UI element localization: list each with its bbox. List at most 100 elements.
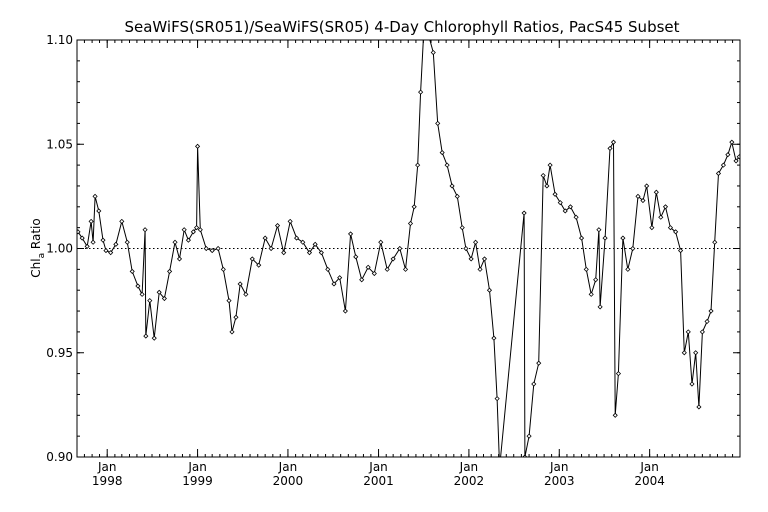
data-point xyxy=(689,381,695,387)
data-point xyxy=(325,266,331,272)
data-point xyxy=(233,314,239,320)
y-axis-label: Chla Ratio xyxy=(29,218,47,277)
x-tick-month: Jan xyxy=(187,460,207,474)
data-point xyxy=(459,225,465,231)
data-point xyxy=(625,266,631,272)
data-point xyxy=(281,250,287,256)
data-point xyxy=(696,404,702,410)
x-tick-month: Jan xyxy=(459,460,479,474)
data-point xyxy=(384,266,390,272)
data-point xyxy=(161,295,167,302)
x-tick-month: Jan xyxy=(549,460,569,474)
data-point xyxy=(552,191,558,197)
data-point xyxy=(473,239,479,245)
data-point xyxy=(567,204,573,210)
data-point xyxy=(685,329,691,335)
data-point xyxy=(237,281,243,287)
data-point xyxy=(681,350,687,356)
data-point xyxy=(498,465,502,469)
x-tick-year: 2002 xyxy=(454,474,485,488)
x-tick-year: 1999 xyxy=(182,474,213,488)
data-point xyxy=(430,49,436,56)
data-point xyxy=(108,250,114,256)
x-tick-month: Jan xyxy=(97,460,117,474)
data-point xyxy=(607,145,613,151)
data-point xyxy=(312,241,318,247)
data-point xyxy=(736,154,740,160)
data-point xyxy=(540,172,546,179)
data-point xyxy=(151,335,157,341)
data-point xyxy=(176,256,183,262)
data-point xyxy=(693,350,699,356)
data-point xyxy=(640,197,646,204)
data-point xyxy=(526,433,532,439)
y-tick-label: 0.90 xyxy=(46,450,73,464)
data-point xyxy=(481,256,488,262)
data-point xyxy=(435,120,441,126)
data-point xyxy=(318,250,324,256)
data-point xyxy=(229,329,235,335)
data-point xyxy=(100,237,106,243)
data-point xyxy=(428,40,430,41)
data-point xyxy=(593,277,599,283)
x-tick-year: 2001 xyxy=(363,474,394,488)
data-point xyxy=(268,245,274,252)
data-point xyxy=(306,250,313,256)
data-point xyxy=(220,266,226,272)
data-point xyxy=(662,204,669,210)
data-point xyxy=(729,139,735,145)
data-point xyxy=(274,222,281,229)
data-point xyxy=(262,235,268,241)
data-point xyxy=(226,298,232,304)
data-point xyxy=(596,227,602,233)
data-point xyxy=(630,245,636,252)
data-point xyxy=(588,291,594,297)
data-point xyxy=(77,229,81,235)
data-point xyxy=(583,266,589,272)
x-tick-year: 2000 xyxy=(273,474,304,488)
y-tick-label: 1.10 xyxy=(46,33,73,47)
data-point xyxy=(597,304,603,310)
data-point xyxy=(699,329,705,335)
data-point xyxy=(294,235,300,241)
data-point xyxy=(300,239,306,245)
data-point xyxy=(439,150,445,156)
data-point xyxy=(197,227,203,233)
data-point xyxy=(103,248,109,254)
data-point xyxy=(96,208,102,214)
data-point xyxy=(468,256,474,262)
data-point xyxy=(337,275,343,281)
series-group xyxy=(77,40,740,469)
data-point xyxy=(521,210,527,216)
data-point xyxy=(194,225,200,231)
data-point xyxy=(167,268,173,275)
data-point xyxy=(190,229,196,235)
data-point xyxy=(486,287,493,293)
data-point xyxy=(491,335,497,341)
data-point xyxy=(209,248,215,254)
data-point xyxy=(708,308,714,314)
data-point xyxy=(610,139,617,145)
y-tick-label: 1.05 xyxy=(46,137,73,151)
data-point xyxy=(544,183,550,189)
data-point xyxy=(90,239,96,245)
data-point xyxy=(557,200,563,206)
data-point xyxy=(348,231,354,237)
data-point xyxy=(562,208,568,214)
data-point xyxy=(92,193,98,199)
data-point xyxy=(547,162,553,168)
data-point xyxy=(667,225,673,231)
plot-area: 0.900.951.001.051.10Jan1998Jan1999Jan200… xyxy=(46,33,741,488)
data-point xyxy=(119,218,125,224)
data-point xyxy=(147,298,153,304)
chart-title: SeaWiFS(SR051)/SeaWiFS(SR05) 4-Day Chlor… xyxy=(124,18,679,36)
x-tick-year: 1998 xyxy=(92,474,123,488)
data-point xyxy=(411,204,417,210)
data-point xyxy=(536,360,542,366)
y-tick-label: 1.00 xyxy=(46,242,73,256)
data-point xyxy=(678,248,684,254)
data-point xyxy=(720,162,726,168)
data-point xyxy=(653,189,659,195)
data-point xyxy=(390,256,396,262)
